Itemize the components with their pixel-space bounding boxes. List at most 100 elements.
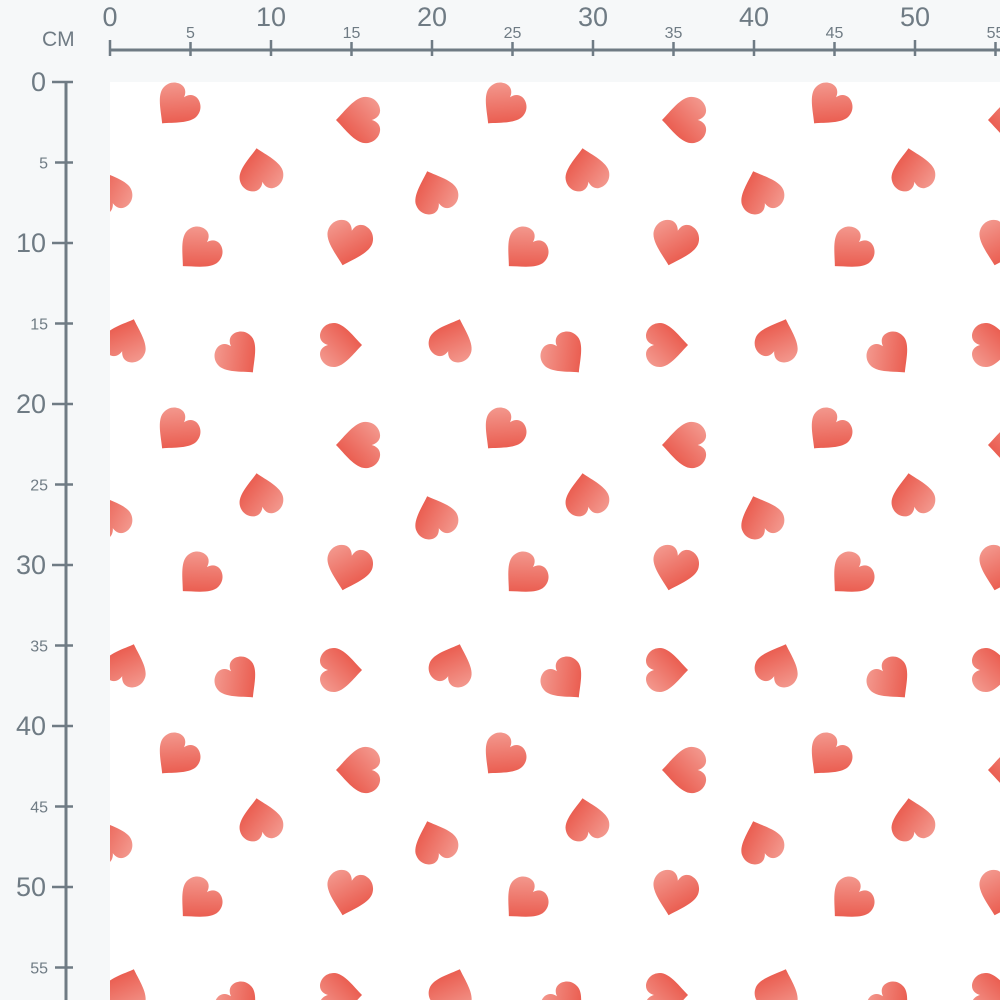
ruler-label: 50 [16,872,46,902]
heart-motif [239,798,284,842]
heart-motif [866,331,908,373]
ruler-label: 10 [256,2,286,32]
ruler-label: 55 [30,961,48,978]
heart-motif [866,656,908,698]
heart-motif [741,821,785,865]
heart-motif [988,421,1000,469]
heart-motif [662,746,707,794]
heart-motif [754,319,798,363]
heart-motif [979,544,1000,591]
heart-motif [662,96,707,144]
heart-motif [508,551,549,592]
ruler-label: 20 [417,2,447,32]
heart-motif [811,407,853,449]
heart-motif [508,226,549,267]
heart-motif [891,148,936,192]
ruler-label: 35 [665,25,683,42]
heart-motif [320,648,362,692]
heart-motif [182,551,223,592]
ruler-label: 30 [578,2,608,32]
ruler-label: 40 [16,711,46,741]
heart-motif [327,869,374,916]
heart-motif [159,407,201,449]
heart-motif [110,969,146,1000]
ruler-label: 20 [16,389,46,419]
heart-motif [565,473,610,517]
heart-motif [485,82,527,124]
ruler-label: 10 [16,228,46,258]
heart-motif [415,171,459,215]
ruler-label: 25 [30,478,48,495]
horizontal-ruler: 0 5 10 15 20 25 30 35 40 45 50 55 [102,2,1000,56]
heart-motif [540,981,582,1000]
heart-motif [110,171,133,215]
heart-motif [972,323,1000,367]
heart-motif [159,732,201,774]
heart-motif [182,876,223,917]
ruler: CM 0 5 10 15 20 25 30 35 40 45 50 55 0 5 10 15 20 25 30 35… [16,2,1000,1000]
heart-motif [891,798,936,842]
heart-motif [428,969,472,1000]
heart-motif [811,82,853,124]
heart-motif [336,746,381,794]
heart-motif [646,973,688,1000]
heart-motif [239,148,284,192]
heart-motif [834,226,875,267]
heart-motif [214,331,256,373]
heart-motif [741,496,785,540]
heart-motif [565,148,610,192]
heart-motif [988,746,1000,794]
heart-motif [327,544,374,591]
heart-motif [662,421,707,469]
ruler-label: 5 [39,156,48,173]
heart-motif [988,96,1000,144]
heart-motif [866,981,908,1000]
ruler-label: 50 [900,2,930,32]
heart-motif [646,648,688,692]
heart-motif [485,732,527,774]
heart-motif [646,323,688,367]
heart-pattern [110,82,1000,1000]
heart-motif [834,876,875,917]
fabric-swatch [110,82,1000,1000]
heart-motif [415,821,459,865]
heart-motif [239,473,284,517]
ruler-label: 55 [987,25,1000,42]
heart-motif [428,644,472,688]
heart-motif [110,496,133,540]
heart-motif [741,171,785,215]
ruler-label: 30 [16,550,46,580]
ruler-label: 40 [739,2,769,32]
heart-motif [485,407,527,449]
heart-motif [653,219,700,266]
heart-motif [540,331,582,373]
heart-motif [336,96,381,144]
ruler-label: 0 [31,67,46,97]
heart-motif [428,319,472,363]
heart-motif [320,323,362,367]
heart-motif [214,656,256,698]
heart-motif [415,496,459,540]
heart-motif [972,973,1000,1000]
heart-motif [327,219,374,266]
heart-motif [754,644,798,688]
ruler-label: 35 [30,639,48,656]
unit-label: CM [42,28,75,51]
heart-motif [972,648,1000,692]
ruler-label: 5 [186,25,195,42]
ruler-label: 25 [504,25,522,42]
heart-motif [834,551,875,592]
heart-motif [891,473,936,517]
heart-motif [653,869,700,916]
heart-motif [110,319,146,363]
ruler-label: 0 [102,2,117,32]
heart-motif [653,544,700,591]
heart-motif [110,821,133,865]
heart-motif [110,644,146,688]
heart-motif [754,969,798,1000]
heart-motif [508,876,549,917]
heart-motif [182,226,223,267]
vertical-ruler: 0 5 10 15 20 25 30 35 40 45 50 55 [16,67,73,1000]
ruler-label: 15 [30,317,48,334]
